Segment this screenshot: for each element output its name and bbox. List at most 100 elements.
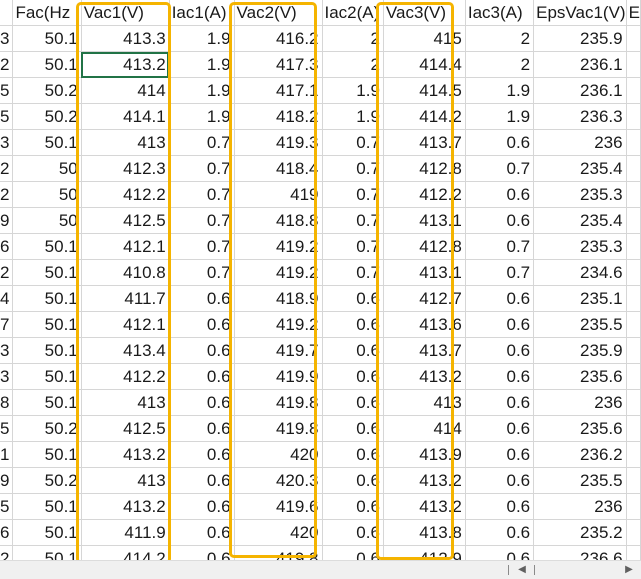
data-cell[interactable]: 413 xyxy=(81,467,170,494)
data-cell[interactable] xyxy=(626,363,641,390)
data-cell[interactable]: 0.6 xyxy=(169,519,235,546)
data-cell[interactable]: 2 xyxy=(322,51,384,78)
data-cell[interactable]: 236 xyxy=(533,129,627,156)
data-cell[interactable]: 413.1 xyxy=(383,207,466,234)
data-cell[interactable]: 50.2 xyxy=(12,77,82,104)
data-cell[interactable]: 412.2 xyxy=(383,181,466,208)
data-cell[interactable]: 234.6 xyxy=(533,259,627,286)
data-cell[interactable] xyxy=(626,129,641,156)
data-cell[interactable]: 236 xyxy=(533,389,627,416)
data-cell[interactable]: 413.2 xyxy=(383,363,466,390)
data-cell[interactable]: 412.5 xyxy=(81,207,170,234)
data-cell[interactable] xyxy=(626,207,641,234)
data-cell[interactable]: 0.6 xyxy=(322,467,384,494)
data-cell[interactable]: 418.2 xyxy=(234,103,323,130)
data-cell[interactable]: 0.6 xyxy=(169,389,235,416)
data-cell[interactable]: 414 xyxy=(81,77,170,104)
data-cell[interactable]: 419.7 xyxy=(234,337,323,364)
data-cell[interactable]: 50.1 xyxy=(12,363,82,390)
cut-off-cell[interactable]: 5 xyxy=(0,103,14,130)
data-cell[interactable]: 412.8 xyxy=(383,233,466,260)
data-cell[interactable]: 413.7 xyxy=(383,337,466,364)
data-cell[interactable]: 0.6 xyxy=(322,311,384,338)
data-cell[interactable]: 0.6 xyxy=(169,363,235,390)
column-header-cell[interactable]: EpsVac1(V) xyxy=(533,0,627,26)
data-cell[interactable]: 0.7 xyxy=(322,259,384,286)
cut-off-cell[interactable]: 9 xyxy=(0,467,14,494)
data-cell[interactable] xyxy=(626,389,641,416)
cut-off-cell[interactable]: 9 xyxy=(0,207,14,234)
data-cell[interactable] xyxy=(626,233,641,260)
data-cell[interactable]: 0.6 xyxy=(465,363,535,390)
data-cell[interactable]: 419.3 xyxy=(234,129,323,156)
data-cell[interactable]: 0.6 xyxy=(169,311,235,338)
data-cell[interactable]: 0.7 xyxy=(169,233,235,260)
data-cell[interactable]: 50.1 xyxy=(12,129,82,156)
data-cell[interactable]: 2 xyxy=(465,25,535,52)
data-cell[interactable]: 412.1 xyxy=(81,311,170,338)
cut-off-cell[interactable]: 3 xyxy=(0,363,14,390)
data-cell[interactable]: 236 xyxy=(533,493,627,520)
data-cell[interactable]: 0.6 xyxy=(322,363,384,390)
cut-off-cell[interactable]: 5 xyxy=(0,493,14,520)
data-cell[interactable]: 412.2 xyxy=(81,181,170,208)
data-cell[interactable]: 417.1 xyxy=(234,77,323,104)
data-cell[interactable]: 0.6 xyxy=(465,389,535,416)
data-cell[interactable]: 50.1 xyxy=(12,441,82,468)
data-cell[interactable]: 419.6 xyxy=(234,493,323,520)
cut-off-cell[interactable]: 5 xyxy=(0,415,14,442)
data-cell[interactable] xyxy=(626,493,641,520)
column-header-cell[interactable]: Vac3(V) xyxy=(383,0,466,26)
cut-off-cell[interactable]: 2 xyxy=(0,155,14,182)
data-cell[interactable]: 418.4 xyxy=(234,155,323,182)
data-cell[interactable]: 419.2 xyxy=(234,233,323,260)
data-cell[interactable]: 412.2 xyxy=(81,363,170,390)
data-cell[interactable]: 413.4 xyxy=(81,337,170,364)
data-cell[interactable]: 50.1 xyxy=(12,285,82,312)
data-cell[interactable]: 0.7 xyxy=(465,259,535,286)
data-cell[interactable]: 50.2 xyxy=(12,467,82,494)
data-cell[interactable]: 235.1 xyxy=(533,285,627,312)
data-cell[interactable]: 0.6 xyxy=(465,493,535,520)
column-header-cell[interactable]: Iac2(A) xyxy=(322,0,384,26)
data-cell[interactable]: 0.7 xyxy=(322,233,384,260)
data-cell[interactable] xyxy=(626,311,641,338)
data-cell[interactable]: 50 xyxy=(12,181,82,208)
data-cell[interactable]: 420 xyxy=(234,519,323,546)
data-cell[interactable]: 412.7 xyxy=(383,285,466,312)
cut-off-cell[interactable]: 3 xyxy=(0,337,14,364)
data-cell[interactable]: 0.6 xyxy=(465,285,535,312)
data-cell[interactable]: 413.9 xyxy=(383,441,466,468)
data-cell[interactable]: 413.8 xyxy=(383,519,466,546)
data-cell[interactable] xyxy=(626,337,641,364)
data-cell[interactable]: 50.1 xyxy=(12,51,82,78)
data-cell[interactable]: 50.1 xyxy=(12,311,82,338)
data-cell[interactable]: 414.5 xyxy=(383,77,466,104)
data-cell[interactable] xyxy=(626,259,641,286)
data-cell[interactable]: 50.1 xyxy=(12,519,82,546)
data-cell[interactable]: 0.6 xyxy=(465,519,535,546)
data-cell[interactable]: 414.4 xyxy=(383,51,466,78)
data-cell[interactable]: 50.1 xyxy=(12,259,82,286)
data-cell[interactable]: 0.6 xyxy=(465,467,535,494)
data-cell[interactable]: 1.9 xyxy=(169,103,235,130)
data-cell[interactable]: 413.2 xyxy=(81,441,170,468)
data-cell[interactable]: 412.3 xyxy=(81,155,170,182)
data-cell[interactable]: 413 xyxy=(81,129,170,156)
horizontal-scrollbar[interactable]: ◀ ▶ xyxy=(0,560,641,579)
data-cell[interactable]: 414.1 xyxy=(81,103,170,130)
data-cell[interactable] xyxy=(626,467,641,494)
chevron-right-icon[interactable]: ▶ xyxy=(625,564,633,575)
cut-off-cell[interactable]: 3 xyxy=(0,129,14,156)
data-cell[interactable] xyxy=(626,441,641,468)
data-cell[interactable]: 420.3 xyxy=(234,467,323,494)
data-cell[interactable]: 413 xyxy=(81,389,170,416)
data-cell[interactable]: 411.7 xyxy=(81,285,170,312)
data-cell[interactable]: 420 xyxy=(234,441,323,468)
data-cell[interactable]: 0.6 xyxy=(169,415,235,442)
data-cell[interactable]: 0.7 xyxy=(169,129,235,156)
data-cell[interactable]: 0.7 xyxy=(322,129,384,156)
data-cell[interactable]: 50.2 xyxy=(12,103,82,130)
data-cell[interactable]: 0.6 xyxy=(465,181,535,208)
data-cell[interactable]: 236.1 xyxy=(533,77,627,104)
